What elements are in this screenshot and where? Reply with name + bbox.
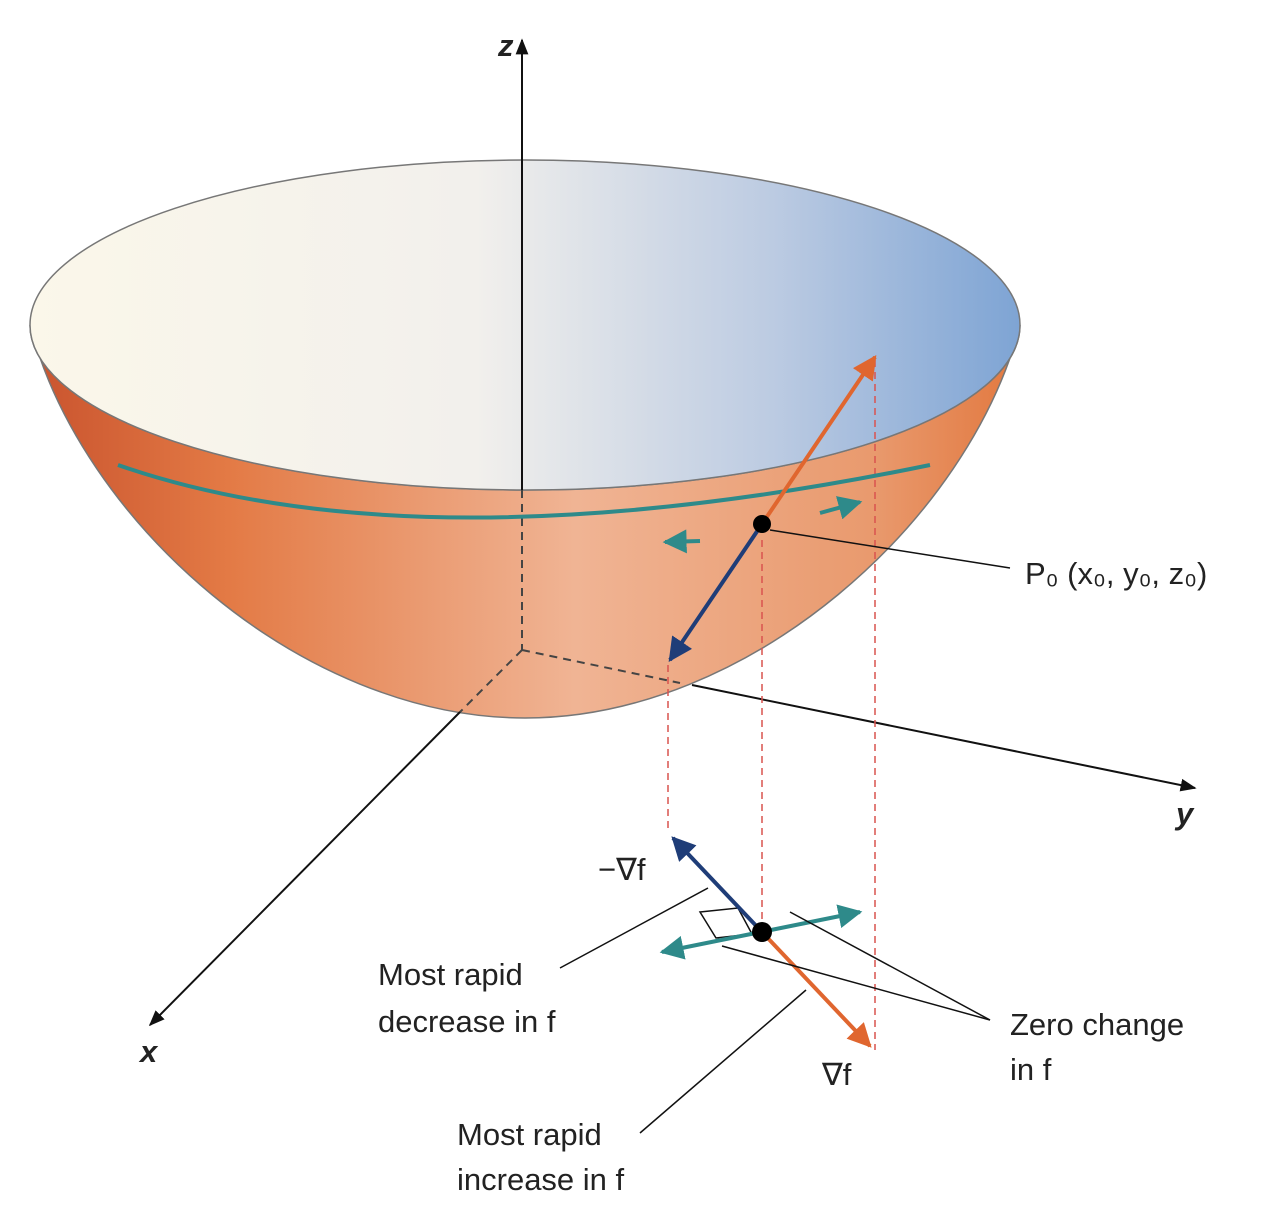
plane-vectors — [659, 836, 872, 1048]
leaders — [559, 887, 991, 1134]
increase-label: increase in f — [457, 1162, 625, 1197]
zero-change-label: in f — [1010, 1052, 1052, 1087]
decrease-label: Most rapid — [378, 957, 523, 992]
gradient-label: ∇f — [821, 1057, 852, 1092]
axis-label-z: z — [497, 28, 514, 63]
point-label: P₀ (x₀, y₀, z₀) — [1025, 556, 1207, 591]
zero-change-label: Zero change — [1010, 1007, 1184, 1042]
decrease-label: decrease in f — [378, 1004, 556, 1039]
axis-label-y: y — [1174, 796, 1195, 831]
surface — [29, 159, 1021, 719]
point-p0 — [753, 515, 771, 533]
axis-label-x: x — [138, 1034, 159, 1069]
level-curve — [117, 463, 931, 554]
axes — [148, 38, 1197, 1027]
leader — [769, 529, 1011, 569]
increase-label: Most rapid — [457, 1117, 602, 1152]
neg-gradient-label: −∇f — [598, 852, 646, 887]
surface-vectors — [668, 355, 877, 662]
